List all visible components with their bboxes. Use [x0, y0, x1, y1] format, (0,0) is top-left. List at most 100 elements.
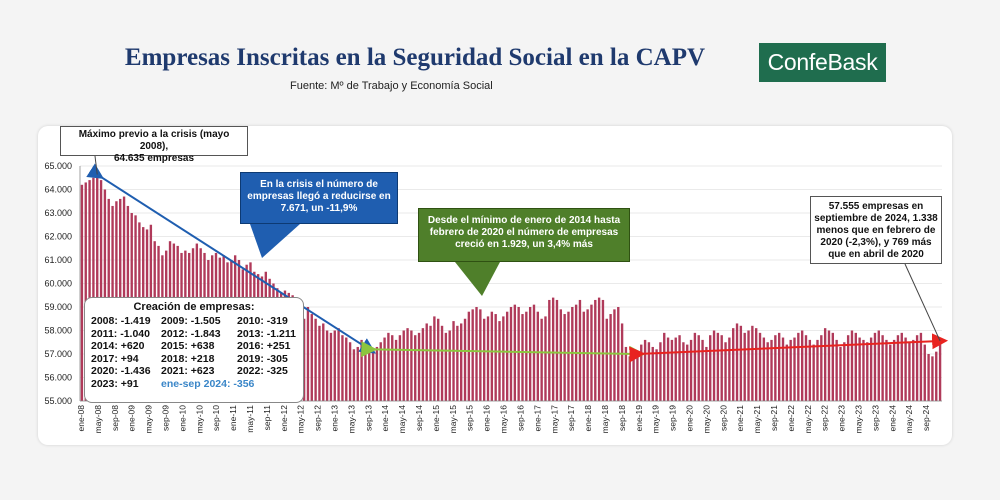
bar [735, 323, 739, 401]
bar [383, 337, 386, 401]
creation-cell: 2020: -1.436 [91, 365, 161, 378]
bar [758, 332, 762, 401]
bar [352, 349, 356, 401]
creation-value: +251 [263, 340, 291, 353]
callout-latest: 57.555 empresas en septiembre de 2024, 1… [810, 196, 942, 264]
x-tick-label: may-13 [346, 405, 356, 434]
callout-pointer [904, 263, 941, 342]
bar [800, 330, 804, 401]
bar [686, 344, 689, 401]
bar [391, 335, 394, 401]
x-tick-label: sep-19 [668, 405, 678, 431]
creation-box: Creación de empresas: 2008: -1.419 2009: … [84, 297, 304, 403]
y-tick-label: 58.000 [44, 326, 72, 336]
bar [310, 314, 313, 401]
bar [900, 332, 903, 401]
x-tick-label: may-12 [296, 405, 306, 434]
x-tick-label: ene-22 [786, 405, 796, 432]
bar [360, 339, 363, 401]
x-tick-label: sep-23 [870, 405, 880, 431]
bar [525, 311, 528, 401]
bar [827, 330, 831, 401]
bar [636, 354, 639, 401]
bar [337, 328, 340, 401]
bar [302, 318, 306, 401]
bar [689, 339, 693, 401]
bar [889, 344, 892, 401]
bar [329, 332, 333, 401]
bar [333, 330, 336, 401]
creation-value: -319 [263, 315, 288, 327]
creation-value: -325 [263, 365, 288, 378]
x-tick-label: may-17 [549, 405, 559, 434]
x-tick-label: sep-16 [515, 405, 525, 431]
bar [793, 337, 796, 401]
creation-highlight: ene-sep 2024: -356 [161, 377, 255, 390]
creation-value: -1.040 [117, 327, 150, 340]
bar [751, 325, 754, 401]
bar [479, 309, 482, 401]
creation-value: +638 [187, 340, 215, 353]
creation-cell: 2014: +620 [91, 340, 161, 353]
bar [425, 323, 428, 401]
bar [613, 309, 616, 401]
creation-cell: 2022: -325 [237, 365, 295, 378]
bar [555, 299, 559, 401]
bar [712, 330, 716, 401]
creation-year: 2014: [91, 340, 118, 353]
creation-year: 2010: [237, 315, 264, 327]
bar [345, 337, 348, 401]
creation-cell: 2013: -1.211 [237, 327, 296, 341]
bar [873, 332, 877, 401]
bar [938, 340, 942, 401]
y-tick-label: 59.000 [44, 302, 72, 312]
bar [728, 337, 731, 401]
x-tick-label: sep-24 [921, 405, 931, 431]
bar [632, 358, 635, 401]
x-tick-label: sep-13 [363, 405, 373, 431]
creation-year: 2020: [91, 365, 118, 378]
bar [881, 335, 884, 401]
creation-value: -1.211 [263, 327, 296, 340]
callout-pointer [455, 262, 500, 296]
bar [716, 332, 720, 401]
bar [433, 316, 436, 401]
bar [559, 309, 562, 401]
y-tick-label: 57.000 [44, 349, 72, 359]
bar [812, 344, 815, 401]
bar [505, 311, 509, 401]
bar [766, 342, 769, 401]
bar [341, 335, 344, 401]
x-tick-label: may-15 [448, 405, 458, 434]
x-tick-label: may-11 [245, 405, 255, 433]
bar [594, 299, 597, 401]
bar [919, 332, 923, 401]
creation-year: 2009: [161, 315, 188, 327]
bar [482, 318, 486, 401]
bar [724, 342, 727, 401]
bar [755, 328, 758, 401]
bar [785, 344, 789, 401]
x-tick-label: sep-09 [161, 405, 171, 431]
bar [835, 339, 838, 401]
bar [494, 314, 497, 401]
callout-recovery: Desde el mínimo de enero de 2014 hasta f… [418, 208, 630, 262]
bar [896, 335, 900, 401]
page-source: Fuente: Mº de Trabajo y Economía Social [290, 80, 493, 92]
x-tick-label: ene-21 [735, 405, 745, 432]
x-tick-label: may-08 [93, 405, 103, 434]
recovery-arrow [361, 341, 646, 362]
x-tick-label: ene-13 [330, 405, 340, 432]
bar [701, 339, 704, 401]
x-tick-label: may-20 [701, 405, 711, 434]
x-tick-label: may-16 [499, 405, 509, 434]
bar [548, 299, 551, 401]
bar [923, 344, 926, 401]
callout-max-precrisis: Máximo previo a la crisis (mayo 2008), 6… [60, 126, 248, 164]
bar [364, 344, 367, 401]
bar [935, 351, 938, 401]
bar [475, 307, 478, 401]
x-tick-label: sep-21 [769, 405, 779, 431]
bar [862, 339, 865, 401]
bar [693, 332, 697, 401]
